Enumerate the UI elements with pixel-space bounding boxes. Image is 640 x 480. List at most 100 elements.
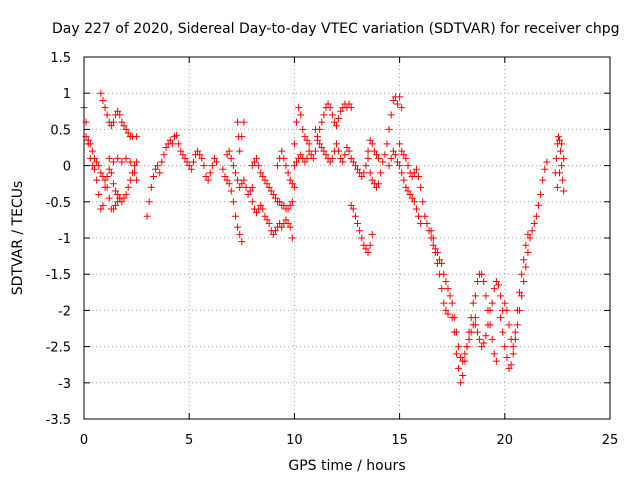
data-point [429, 241, 437, 249]
data-point [513, 306, 521, 314]
data-point [345, 147, 353, 155]
data-point [362, 245, 370, 253]
data-point [120, 122, 128, 130]
data-point [558, 140, 566, 148]
data-point [354, 165, 362, 173]
data-point [234, 223, 242, 231]
data-point [166, 136, 174, 144]
data-point [433, 248, 441, 256]
data-point [557, 147, 565, 155]
data-point [537, 191, 545, 199]
y-tick-label: -0.5 [46, 196, 71, 211]
data-point [86, 140, 94, 148]
data-point [91, 154, 99, 162]
data-point [423, 220, 431, 228]
data-point [189, 158, 197, 166]
y-tick-label: 1.5 [50, 51, 71, 66]
data-point [152, 165, 160, 173]
data-point [253, 154, 261, 162]
data-point [267, 187, 275, 195]
data-point [97, 205, 105, 213]
data-point [559, 176, 567, 184]
data-point [282, 162, 290, 170]
data-point [556, 136, 564, 144]
data-point [335, 115, 343, 123]
data-point [158, 158, 166, 166]
data-point [455, 343, 463, 351]
data-point [179, 151, 187, 159]
data-point [505, 321, 513, 329]
data-point [513, 321, 521, 329]
chart-title: Day 227 of 2020, Sidereal Day-to-day VTE… [52, 21, 620, 37]
data-point [509, 350, 517, 358]
data-point [328, 154, 336, 162]
data-point [109, 118, 117, 126]
data-point [223, 176, 231, 184]
data-point [442, 277, 450, 285]
data-point [332, 140, 340, 148]
data-point [360, 241, 368, 249]
data-point [255, 162, 263, 170]
data-point [290, 162, 298, 170]
data-point [198, 154, 206, 162]
data-point [99, 201, 107, 209]
data-point [208, 162, 216, 170]
x-tick-label: 10 [286, 433, 303, 448]
data-point [522, 263, 530, 271]
x-tick-label: 5 [185, 433, 193, 448]
data-point [366, 169, 374, 177]
data-point [274, 162, 282, 170]
x-tick-label: 15 [391, 433, 408, 448]
data-point [305, 140, 313, 148]
data-point [240, 176, 248, 184]
data-point [122, 191, 130, 199]
data-point [204, 176, 212, 184]
data-point [400, 176, 408, 184]
data-point [509, 343, 517, 351]
data-point [293, 118, 301, 126]
data-point [408, 172, 416, 180]
data-point [560, 154, 568, 162]
data-point [114, 198, 122, 206]
data-point [440, 299, 448, 307]
data-point [124, 129, 132, 137]
data-point [288, 234, 296, 242]
y-tick-label: -2.5 [46, 341, 71, 356]
data-point [343, 144, 351, 151]
data-point [311, 125, 319, 133]
data-point [440, 270, 448, 278]
data-point [471, 292, 479, 300]
data-point [558, 162, 566, 170]
data-point [200, 162, 208, 170]
data-point [284, 169, 292, 177]
data-point [492, 277, 500, 285]
data-point [417, 220, 425, 228]
data-point [290, 140, 298, 148]
data-point [554, 133, 562, 141]
data-point [297, 151, 305, 159]
data-point [415, 212, 423, 220]
y-tick-label: -1.5 [46, 268, 71, 283]
data-point [147, 183, 155, 191]
data-point [552, 154, 560, 162]
data-point [478, 343, 486, 351]
data-point [332, 122, 340, 130]
data-point [507, 361, 515, 369]
data-point [95, 191, 103, 199]
data-point [465, 328, 473, 336]
data-point [347, 104, 355, 112]
data-point [358, 234, 366, 242]
data-point [177, 147, 185, 155]
data-point [112, 201, 120, 209]
data-point [461, 350, 469, 358]
data-point [385, 125, 393, 133]
data-point [95, 162, 103, 170]
data-point [524, 230, 532, 238]
data-point [103, 183, 111, 191]
data-point [349, 158, 357, 166]
data-point [145, 198, 153, 206]
data-point [107, 122, 115, 130]
data-point [305, 147, 313, 155]
data-point [286, 223, 294, 231]
data-point [263, 180, 271, 188]
